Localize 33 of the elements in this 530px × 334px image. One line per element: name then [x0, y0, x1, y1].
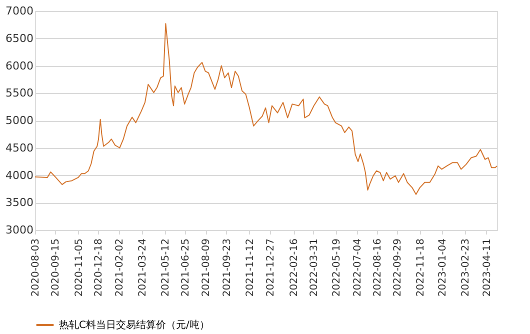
x-tick-label: 2022-03-31 — [308, 238, 320, 297]
x-tick-label: 2022-05-19 — [331, 238, 342, 297]
y-tick-label: 5000 — [6, 114, 34, 127]
x-tick-label: 2022-08-16 — [372, 238, 384, 297]
x-tick-label: 2021-02-02 — [114, 238, 126, 297]
y-tick-label: 7000 — [6, 4, 34, 18]
x-tick-label: 2021-12-27 — [266, 238, 277, 297]
x-tick-label: 2023-04-11 — [482, 238, 493, 297]
x-tick-label: 2022-09-29 — [392, 238, 404, 297]
x-tick-label: 2021-06-25 — [180, 238, 192, 297]
x-tick-label: 2021-05-12 — [160, 238, 172, 297]
x-tick-label: 2020-08-03 — [30, 238, 42, 297]
x-tick-label: 2022-07-04 — [352, 238, 364, 297]
x-tick-label: 2021-08-09 — [201, 238, 212, 297]
y-tick-label: 4500 — [6, 141, 34, 154]
y-tick-label: 3500 — [6, 196, 34, 210]
x-tick-label: 2020-11-05 — [74, 238, 85, 297]
line-series — [34, 23, 498, 195]
y-tick-label: 5500 — [6, 86, 34, 100]
x-tick-label: 2021-11-12 — [244, 238, 256, 297]
legend-label: 热轧C料当日交易结算价（元/吨） — [59, 319, 210, 331]
y-tick-label: 4000 — [6, 168, 34, 182]
y-tick-label: 6000 — [6, 59, 34, 72]
x-tick-label: 2020-12-18 — [94, 238, 105, 297]
x-tick-label: 2021-03-24 — [138, 238, 149, 297]
x-tick-label: 2023-02-23 — [460, 238, 472, 297]
y-tick-label: 6500 — [6, 32, 34, 45]
x-tick-label: 2023-01-04 — [437, 238, 448, 297]
x-tick-label: 2020-09-15 — [50, 238, 62, 297]
x-tick-label: 2022-02-16 — [289, 238, 300, 297]
x-tick-label: 2022-11-18 — [416, 238, 427, 297]
y-tick-label: 3000 — [6, 224, 34, 236]
x-tick-label: 2021-09-23 — [222, 238, 233, 297]
